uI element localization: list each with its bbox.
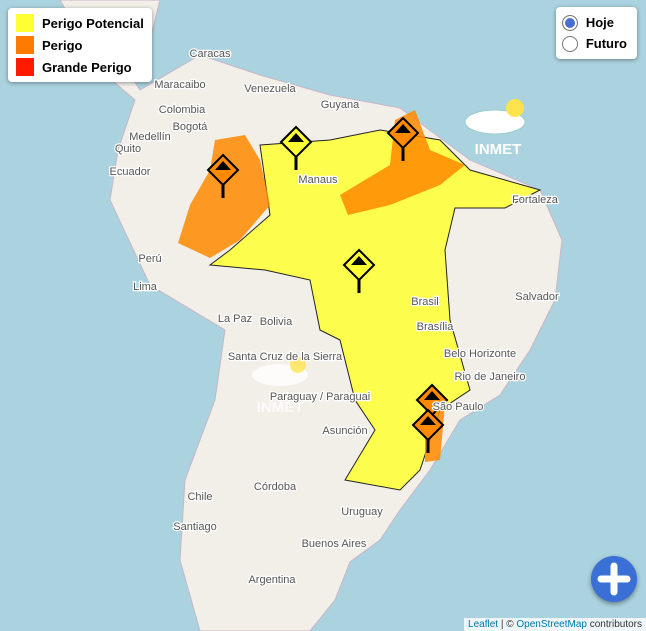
radio-label: Futuro xyxy=(585,36,627,51)
legend-item: Perigo Potencial xyxy=(16,12,144,34)
icon-symbol xyxy=(424,391,440,400)
legend-label: Perigo xyxy=(42,37,83,53)
view-options: Hoje Futuro xyxy=(555,7,637,59)
warning-icon xyxy=(206,153,240,198)
city-label: Salvador xyxy=(515,291,559,303)
legend: Perigo Potencial Perigo Grande Perigo xyxy=(8,8,152,82)
attribution-text: contributors xyxy=(589,619,642,630)
country-label: Uruguay xyxy=(341,506,383,518)
city-label: Lima xyxy=(133,281,158,293)
radio-option[interactable]: Futuro xyxy=(561,33,627,54)
icon-symbol xyxy=(420,416,436,425)
city-label: Manaus xyxy=(298,174,338,186)
legend-label: Perigo Potencial xyxy=(42,15,144,31)
warning-area-orange xyxy=(340,110,465,215)
warning-icon xyxy=(342,248,376,293)
city-label: Buenos Aires xyxy=(302,538,367,550)
city-label: Quito xyxy=(115,143,141,155)
place-labels: Caracas Maracaibo Venezuela Guyana Colombia M… xyxy=(108,47,560,588)
city-label: Santa Cruz de la Sierra xyxy=(228,351,343,363)
add-button[interactable] xyxy=(591,556,637,602)
icon-symbol xyxy=(215,161,231,170)
legend-item: Grande Perigo xyxy=(16,56,144,78)
legend-label: Grande Perigo xyxy=(42,59,132,75)
country-label: Perú xyxy=(138,253,161,265)
warning-icon xyxy=(411,408,445,453)
osm-link[interactable]: OpenStreetMap xyxy=(516,619,587,630)
city-label: Medellín xyxy=(129,131,171,143)
icon-symbol xyxy=(288,133,304,142)
city-label: Córdoba xyxy=(254,481,297,493)
warning-icon xyxy=(386,116,420,161)
country-label: Bolivia xyxy=(260,316,293,328)
country-label: Guyana xyxy=(321,99,360,111)
plus-icon xyxy=(597,562,631,596)
country-label: Venezuela xyxy=(244,83,296,95)
icon-symbol xyxy=(351,256,367,265)
logo-text: INMET xyxy=(257,399,304,416)
country-label: Brasil xyxy=(411,296,439,308)
attribution: Leaflet | © OpenStreetMap contributors xyxy=(464,618,646,631)
city-label: Maracaibo xyxy=(154,79,205,91)
country-label: Paraguay / Paraguai xyxy=(270,391,370,403)
warning-area-yellow xyxy=(208,129,542,491)
radio-label: Hoje xyxy=(585,15,615,30)
icon-symbol xyxy=(395,124,411,133)
city-label: Belo Horizonte xyxy=(444,348,516,360)
city-label: Rio de Janeiro xyxy=(455,371,526,383)
inmet-logo: INMET INMET xyxy=(252,99,526,416)
city-label: Santiago xyxy=(173,521,216,533)
country-label: Argentina xyxy=(248,574,296,586)
attribution-text: | © xyxy=(500,619,514,630)
land xyxy=(59,0,563,631)
city-label: Caracas xyxy=(190,48,231,60)
country-label: Colombia xyxy=(159,104,206,116)
city-label: São Paulo xyxy=(433,401,484,413)
radio-option[interactable]: Hoje xyxy=(561,12,627,33)
city-label: Fortaleza xyxy=(512,194,559,206)
city-label: Brasília xyxy=(417,321,455,333)
legend-item: Perigo xyxy=(16,34,144,56)
warning-icon xyxy=(279,125,313,170)
city-label: Bogotá xyxy=(173,121,209,133)
warning-icons xyxy=(206,116,449,453)
logo-text: INMET xyxy=(475,141,522,158)
city-label: La Paz xyxy=(218,313,252,325)
city-label: Asunción xyxy=(322,425,367,437)
country-label: Ecuador xyxy=(110,166,151,178)
leaflet-link[interactable]: Leaflet xyxy=(468,619,499,630)
country-label: Chile xyxy=(187,491,212,503)
